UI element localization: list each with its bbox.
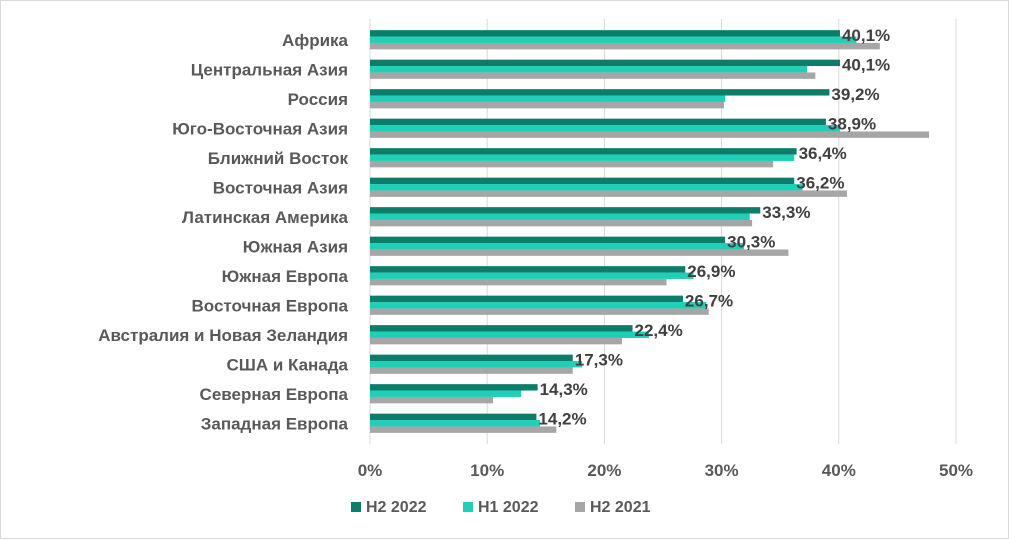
category-label: Восточная Европа bbox=[192, 296, 349, 315]
category-label: Россия bbox=[288, 90, 348, 109]
data-label: 38,9% bbox=[828, 114, 876, 133]
data-label: 40,1% bbox=[842, 26, 890, 45]
legend-swatch bbox=[575, 502, 585, 512]
category-label: Африка bbox=[282, 31, 348, 50]
data-label: 39,2% bbox=[831, 85, 879, 104]
category-label: Юго-Восточная Азия bbox=[172, 119, 348, 138]
legend-item-h2-2021: H2 2021 bbox=[575, 499, 651, 516]
bar-h1-2022-13 bbox=[370, 420, 540, 427]
bar-h2-2022-12 bbox=[370, 384, 538, 391]
bar-h1-2022-4 bbox=[370, 154, 795, 161]
data-label: 40,1% bbox=[842, 55, 890, 74]
bar-h1-2022-8 bbox=[370, 272, 694, 279]
bar-h2-2021-13 bbox=[370, 426, 557, 433]
bar-h1-2022-1 bbox=[370, 66, 808, 73]
bar-h2-2021-11 bbox=[370, 367, 573, 374]
bar-h2-2021-8 bbox=[370, 278, 667, 286]
legend: H2 2022 H1 2022 H2 2021 bbox=[351, 499, 651, 516]
legend-swatch bbox=[351, 502, 361, 512]
bar-h2-2022-0 bbox=[370, 30, 840, 37]
bar-h2-2021-9 bbox=[370, 308, 709, 315]
bar-h2-2022-5 bbox=[370, 177, 795, 185]
bar-h2-2022-7 bbox=[370, 236, 726, 244]
data-labels: 40,1% 40,1% 39,2% 38,9% 36,4% 36,2% 33,3% 30,3%… bbox=[538, 26, 890, 429]
x-tick-label: 10% bbox=[470, 461, 504, 480]
x-tick-label: 50% bbox=[939, 461, 973, 480]
category-labels: Африка Центральная Азия Россия Юго-Восточна… bbox=[98, 31, 348, 434]
bar-h1-2022-5 bbox=[370, 184, 803, 191]
x-tick-label: 30% bbox=[705, 461, 739, 480]
category-label: Ближний Восток bbox=[208, 149, 349, 168]
bar-h2-2021-4 bbox=[370, 160, 774, 168]
bar-h1-2022-6 bbox=[370, 213, 750, 220]
data-label: 26,9% bbox=[687, 262, 735, 281]
data-label: 36,2% bbox=[796, 173, 844, 192]
bar-h2-2021-2 bbox=[370, 101, 724, 109]
bar-h1-2022-7 bbox=[370, 243, 744, 250]
gridlines bbox=[369, 19, 957, 444]
category-label: Южная Азия bbox=[243, 237, 348, 256]
category-label: Латинская Америка bbox=[182, 208, 349, 227]
bar-h2-2022-11 bbox=[370, 354, 573, 362]
category-label: Северная Европа bbox=[200, 385, 349, 404]
data-label: 17,3% bbox=[575, 350, 623, 369]
legend-label: H1 2022 bbox=[478, 499, 539, 516]
category-label: США и Канада bbox=[226, 355, 348, 374]
x-tick-label: 40% bbox=[822, 461, 856, 480]
bar-h2-2022-2 bbox=[370, 89, 830, 96]
data-label: 33,3% bbox=[762, 203, 810, 222]
bar-h1-2022-2 bbox=[370, 95, 726, 102]
bars bbox=[370, 30, 930, 433]
bar-h2-2022-9 bbox=[370, 295, 683, 303]
bar-h2-2021-10 bbox=[370, 337, 622, 345]
bar-h1-2022-12 bbox=[370, 390, 522, 397]
bar-h2-2022-8 bbox=[370, 266, 686, 273]
bar-h1-2022-10 bbox=[370, 331, 649, 338]
bar-h2-2022-10 bbox=[370, 325, 633, 332]
bar-h1-2022-0 bbox=[370, 36, 857, 43]
category-label: Западная Европа bbox=[201, 414, 349, 433]
data-label: 36,4% bbox=[799, 144, 847, 163]
legend-item-h2-2022: H2 2022 bbox=[351, 499, 427, 516]
data-label: 30,3% bbox=[727, 232, 775, 251]
legend-label: H2 2022 bbox=[366, 499, 427, 516]
x-tick-labels: 0% 10% 20% 30% 40% 50% bbox=[358, 461, 973, 480]
bar-h2-2021-3 bbox=[370, 131, 930, 138]
data-label: 26,7% bbox=[685, 291, 733, 310]
legend-swatch bbox=[463, 502, 473, 512]
bar-h1-2022-11 bbox=[370, 361, 583, 368]
bar-h2-2022-1 bbox=[370, 59, 840, 67]
bar-h2-2022-13 bbox=[370, 413, 537, 421]
legend-item-h1-2022: H1 2022 bbox=[463, 499, 539, 516]
data-label: 14,3% bbox=[540, 380, 588, 399]
bar-h2-2022-3 bbox=[370, 118, 826, 126]
x-tick-label: 20% bbox=[587, 461, 621, 480]
bar-h1-2022-9 bbox=[370, 302, 707, 309]
data-label: 14,2% bbox=[538, 409, 586, 428]
bar-h1-2022-3 bbox=[370, 125, 840, 132]
x-tick-label: 0% bbox=[358, 461, 383, 480]
category-label: Восточная Азия bbox=[213, 178, 348, 197]
data-label: 22,4% bbox=[635, 321, 683, 340]
bar-h2-2022-4 bbox=[370, 148, 797, 155]
bar-h2-2021-1 bbox=[370, 72, 816, 79]
bar-h2-2022-6 bbox=[370, 207, 761, 214]
category-label: Южная Европа bbox=[222, 267, 349, 286]
category-label: Центральная Азия bbox=[191, 60, 348, 79]
bar-h2-2021-0 bbox=[370, 42, 880, 50]
bar-h2-2021-12 bbox=[370, 396, 494, 404]
bar-h2-2021-5 bbox=[370, 190, 848, 197]
category-label: Австралия и Новая Зеландия bbox=[98, 326, 348, 345]
bar-h2-2021-6 bbox=[370, 219, 753, 227]
bar-h2-2021-7 bbox=[370, 249, 789, 256]
legend-label: H2 2021 bbox=[590, 499, 651, 516]
